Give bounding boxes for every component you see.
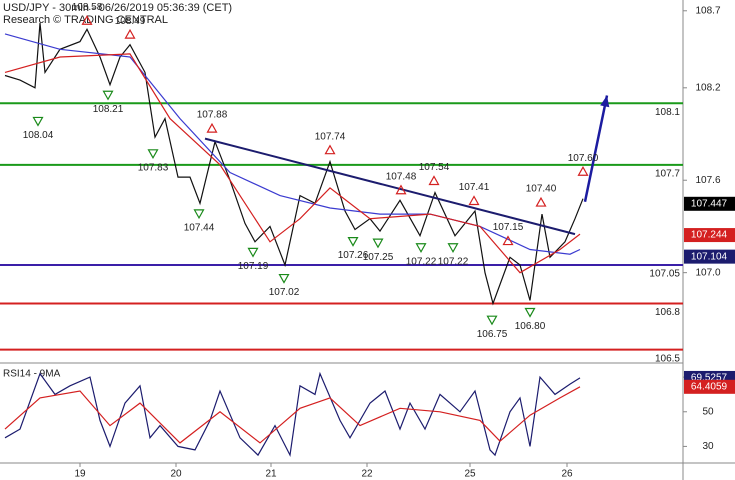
annotation-label: 107.60 [568, 153, 599, 164]
x-tick-label: 25 [464, 469, 476, 480]
annotation-label: 107.15 [493, 222, 524, 233]
annotation-label: 107.25 [363, 252, 394, 263]
annotation-label: 107.26 [338, 250, 369, 261]
trendline [204, 137, 576, 236]
annotation-label: 107.22 [438, 256, 469, 267]
price-line [4, 53, 581, 274]
low-marker [147, 149, 159, 160]
low-marker [193, 209, 205, 220]
x-tick-label: 21 [265, 469, 277, 480]
y-tick-label: 30 [702, 441, 714, 452]
annotation-label: 107.48 [386, 171, 417, 182]
annotation-label: 107.40 [526, 184, 557, 195]
low-marker [372, 238, 384, 249]
annotation-label: 108.21 [93, 104, 124, 115]
level-label: 107.05 [649, 269, 680, 280]
annotation-label: 107.83 [138, 162, 169, 173]
annotation-label: 107.74 [315, 131, 346, 142]
low-marker [278, 273, 290, 284]
panel-title: RSI14 - 9MA [3, 369, 61, 380]
high-marker [206, 122, 218, 133]
high-marker [324, 144, 336, 155]
y-tick-label: 50 [702, 406, 714, 417]
price-line [4, 371, 581, 458]
level-label: 106.5 [655, 353, 680, 364]
annotation-label: 107.54 [419, 162, 450, 173]
high-marker [124, 28, 136, 39]
annotation-label: 108.04 [23, 130, 54, 141]
y-tick-label: 108.2 [695, 82, 720, 93]
price-line [4, 386, 581, 444]
low-marker [447, 243, 459, 253]
low-marker [347, 237, 359, 247]
low-marker [32, 116, 44, 127]
annotation-label: 108.49 [115, 16, 146, 27]
chart-title: USD/JPY - 30min - 06/26/2019 05:36:39 (C… [3, 2, 232, 14]
price-tag-label: 64.4059 [691, 381, 728, 392]
price-line [4, 23, 584, 306]
y-tick-label: 107.0 [695, 267, 720, 278]
annotation-label: 107.88 [197, 110, 228, 121]
high-marker [395, 184, 407, 195]
x-tick-label: 26 [561, 469, 573, 480]
annotation-label: 108.58 [72, 2, 103, 13]
annotation-label: 107.44 [184, 223, 215, 234]
forecast-arrow [583, 95, 609, 203]
high-marker [535, 196, 547, 207]
price-line [4, 33, 581, 255]
high-marker [468, 195, 480, 206]
high-marker [428, 175, 440, 186]
low-marker [415, 243, 427, 253]
level-label: 106.8 [655, 307, 680, 318]
x-tick-label: 20 [170, 469, 182, 480]
annotation-label: 106.80 [515, 321, 546, 332]
price-tag-label: 69.5257 [691, 373, 728, 384]
low-marker [486, 315, 498, 326]
annotation-label: 107.22 [406, 256, 437, 267]
annotation-label: 107.41 [459, 182, 490, 193]
price-tag-label: 107.104 [691, 251, 728, 262]
low-marker [524, 307, 536, 318]
high-marker [81, 15, 93, 25]
annotation-label: 107.02 [269, 287, 300, 298]
y-tick-label: 107.6 [695, 175, 720, 186]
low-marker [247, 247, 259, 258]
price-tag [684, 228, 735, 243]
level-label: 107.7 [655, 168, 680, 179]
price-tag [684, 379, 735, 394]
high-marker [502, 235, 514, 246]
arrow-head [600, 95, 610, 108]
price-tag-label: 107.244 [691, 230, 728, 241]
annotation-label: 106.75 [477, 329, 508, 340]
level-label: 108.1 [655, 107, 680, 118]
low-marker [102, 90, 114, 101]
price-tag-label: 107.447 [691, 198, 728, 209]
x-tick-label: 22 [361, 469, 373, 480]
price-tag [684, 249, 735, 264]
x-tick-label: 19 [74, 469, 86, 480]
high-marker [577, 166, 589, 176]
price-tag [684, 196, 735, 211]
annotation-label: 107.19 [238, 261, 269, 272]
y-tick-label: 108.7 [695, 5, 720, 16]
